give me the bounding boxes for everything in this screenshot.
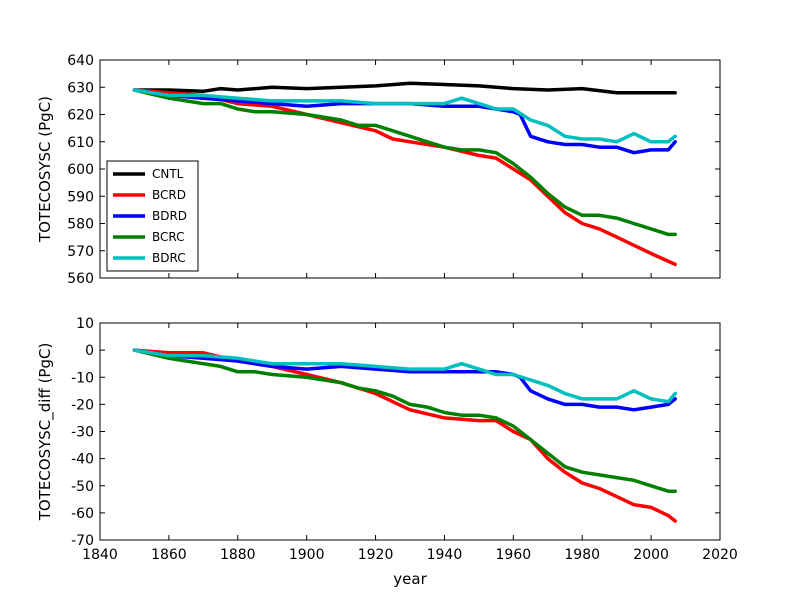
y-tick-label: -60 <box>71 506 94 522</box>
y-tick-label: -20 <box>71 397 94 413</box>
y-tick-label: -10 <box>71 370 94 386</box>
y-tick-label: 610 <box>67 135 94 151</box>
x-tick-label: 2000 <box>633 547 669 563</box>
x-tick-label: 1860 <box>151 547 187 563</box>
x-tick-label: 1940 <box>427 547 463 563</box>
series-line-bdrd <box>132 88 677 155</box>
series-line-bcrc <box>132 88 677 237</box>
legend-label-bdrc: BDRC <box>152 251 186 265</box>
y-tick-label: 630 <box>67 80 94 96</box>
y-tick-label: -30 <box>71 425 94 441</box>
y-tick-label: 10 <box>76 316 94 332</box>
legend-label-bdrd: BDRD <box>152 209 187 223</box>
y-tick-label: -40 <box>71 452 94 468</box>
y-tick-label: -70 <box>71 533 94 549</box>
x-tick-label: 1880 <box>220 547 256 563</box>
x-tick-label: 1840 <box>82 547 118 563</box>
series-line-bcrd <box>132 88 677 267</box>
y-axis-label: TOTECOSYSC_diff (PgC) <box>36 343 55 522</box>
series-line-bdrc <box>132 348 677 404</box>
legend-label-bcrd: BCRD <box>152 188 186 202</box>
x-tick-label: 1900 <box>289 547 325 563</box>
x-tick-label: 1980 <box>564 547 600 563</box>
y-tick-label: 600 <box>67 162 94 178</box>
series-line-bcrd <box>132 348 677 523</box>
chart-panel-2: -70 -60 -50 -40 -30 -20 -10 0 10 1840 1860 1880 1900… <box>36 316 738 588</box>
y-tick-label: 620 <box>67 108 94 124</box>
x-tick-label: 1920 <box>358 547 394 563</box>
y-tick-label: 580 <box>67 217 94 233</box>
legend-label-bcrc: BCRC <box>152 230 185 244</box>
y-axis-label: TOTECOSYSC (PgC) <box>36 96 54 243</box>
series-line-bdrc <box>132 88 677 144</box>
x-tick-label: 1960 <box>496 547 532 563</box>
y-tick-label: -50 <box>71 479 94 495</box>
legend-label-cntl: CNTL <box>152 167 184 181</box>
y-tick-label: 640 <box>67 53 94 69</box>
y-tick-label: 570 <box>67 244 94 260</box>
x-axis-label: year <box>393 570 427 588</box>
series-line-bcrc <box>132 348 677 493</box>
legend: CNTL BCRD BDRD BCRC BDRC <box>106 160 199 272</box>
y-tick-label: 0 <box>85 343 94 359</box>
x-tick-label: 2020 <box>702 547 738 563</box>
chart-panel-1: 560 570 580 590 600 610 620 630 640 TOTECOSYSC (P… <box>36 53 721 287</box>
series-line-cntl <box>132 81 677 95</box>
y-tick-label: 590 <box>67 189 94 205</box>
y-tick-label: 560 <box>67 271 94 287</box>
